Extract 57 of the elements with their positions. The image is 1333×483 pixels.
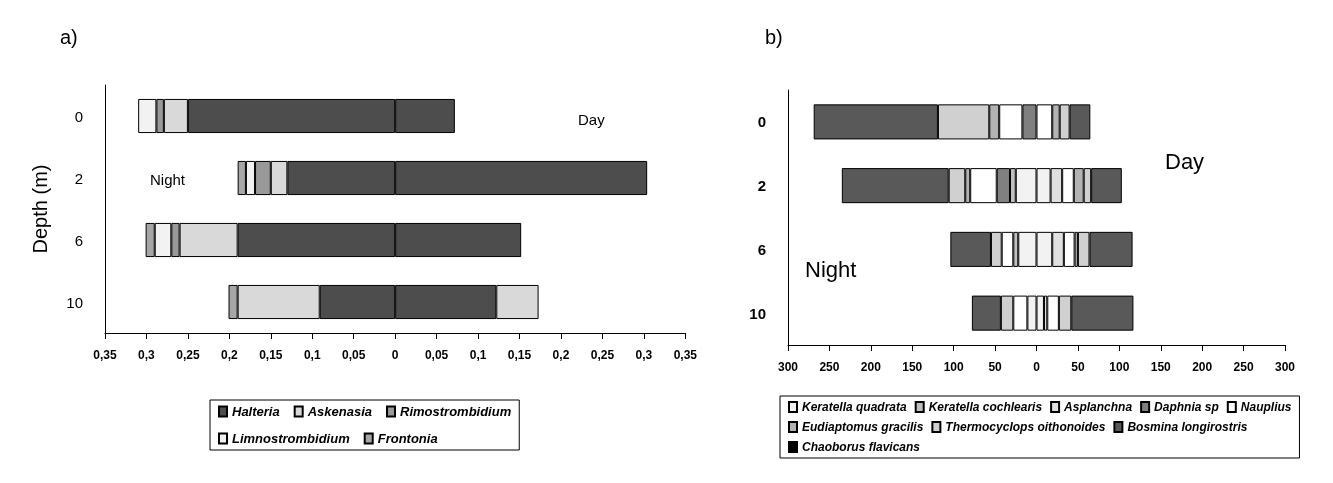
annotation: Night [805, 256, 857, 282]
legend-label: Eudiaptomus gracilis [802, 420, 924, 434]
x-tick-label: 0,25 [176, 348, 200, 362]
x-tick-label: 150 [1150, 360, 1172, 374]
legend-label: Nauplius [1240, 400, 1292, 414]
legend-label: Halteria [232, 404, 280, 419]
annotation: Day [578, 111, 606, 128]
x-tick-label: 0,3 [138, 348, 156, 362]
x-tick-label: 0,2 [221, 348, 239, 362]
x-tick-label: 0,15 [507, 348, 532, 362]
x-tick-label: 150 [902, 360, 923, 374]
y-tick-label: 2 [757, 177, 766, 195]
x-tick-label: 100 [1109, 360, 1130, 374]
x-tick-label: 0,1 [469, 348, 487, 362]
x-tick-label: 200 [860, 360, 882, 374]
x-tick-label: 300 [1274, 360, 1296, 374]
legend-label: Keratella quadrata [802, 400, 908, 414]
x-tick-label: 300 [777, 360, 799, 374]
legend-label: Limnostrombidium [232, 431, 351, 446]
x-tick-label: 0,35 [93, 348, 117, 362]
x-tick-label: 50 [1071, 360, 1085, 374]
x-tick-label: 0,35 [673, 348, 698, 362]
legend-label: Bosmina longirostris [1127, 420, 1248, 434]
y-tick-label: 0 [74, 107, 83, 125]
y-tick-label: 0 [757, 113, 766, 131]
x-tick-label: 0,15 [259, 348, 283, 362]
chart-title: a) [60, 26, 78, 48]
x-tick-label: 50 [988, 360, 1003, 374]
y-tick-label: 6 [74, 231, 83, 249]
annotation: Day [1165, 148, 1205, 174]
x-tick-label: 0,05 [342, 348, 366, 362]
legend-label: Keratella cochlearis [928, 400, 1043, 414]
x-tick-label: 100 [943, 360, 964, 374]
chart-title: b) [765, 26, 783, 48]
x-tick-label: 0 [391, 348, 399, 362]
y-tick-label: 6 [757, 240, 766, 258]
y-tick-label: 10 [749, 304, 766, 322]
legend-label: Rimostrombidium [400, 404, 512, 419]
y-tick-label: 2 [74, 169, 83, 187]
x-tick-label: 0 [1033, 360, 1041, 374]
legend-label: Askenasia [306, 404, 373, 419]
legend-label: Frontonia [377, 431, 438, 446]
x-tick-label: 0,1 [303, 348, 321, 362]
x-tick-label: 0,3 [635, 348, 653, 362]
x-tick-label: 200 [1192, 360, 1213, 374]
x-tick-label: 0,2 [552, 348, 570, 362]
y-tick-label: 10 [66, 293, 83, 311]
y-axis-title: Depth (m) [29, 164, 51, 254]
legend-label: Thermocyclops oithonoides [945, 420, 1106, 434]
x-tick-label: 250 [1233, 360, 1254, 374]
x-tick-label: 0,05 [424, 348, 449, 362]
x-tick-label: 0,25 [590, 348, 615, 362]
legend-label: Chaoborus flavicans [802, 440, 921, 454]
legend-label: Daphnia sp [1154, 400, 1219, 414]
x-tick-label: 250 [819, 360, 840, 374]
legend-label: Asplanchna [1063, 400, 1133, 414]
annotation: Night [150, 171, 186, 188]
